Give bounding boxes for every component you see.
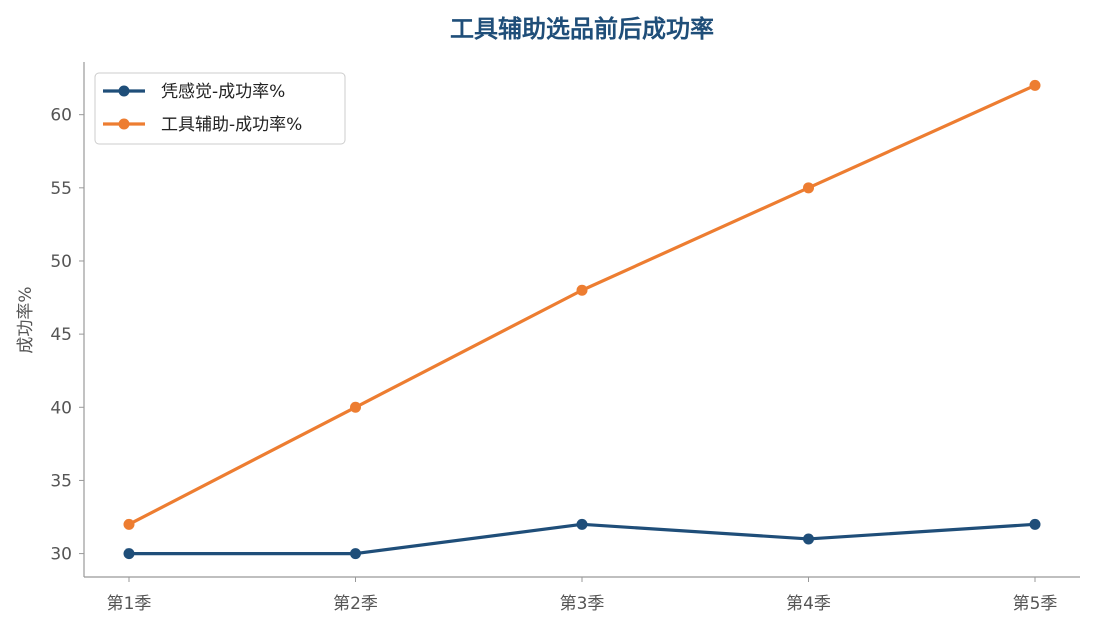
- data-point: [803, 533, 814, 545]
- data-point: [350, 401, 361, 413]
- y-axis-label: 成功率%: [16, 286, 36, 353]
- data-point: [576, 284, 588, 296]
- data-point: [1029, 79, 1041, 91]
- legend-box: [94, 72, 346, 145]
- data-point: [350, 548, 361, 560]
- y-tick-label: 40: [50, 398, 72, 418]
- x-tick-label: 第3季: [560, 594, 605, 614]
- data-point: [1029, 518, 1041, 530]
- legend-label: 凭感觉-成功率%: [161, 82, 285, 102]
- legend: 凭感觉-成功率% 工具辅助-成功率%: [94, 72, 346, 145]
- y-tick-label: 55: [50, 179, 72, 199]
- x-tick-label: 第2季: [333, 594, 378, 614]
- y-tick-label: 45: [50, 325, 72, 345]
- x-tick-label: 第1季: [107, 594, 152, 614]
- x-axis-ticks: 第1季 第2季 第3季 第4季 第5季: [107, 577, 1058, 614]
- legend-label: 工具辅助-成功率%: [161, 115, 302, 135]
- data-point: [123, 548, 135, 560]
- data-point: [803, 182, 814, 194]
- data-point: [576, 518, 588, 530]
- legend-marker: [118, 118, 130, 130]
- legend-item: 工具辅助-成功率%: [103, 115, 302, 135]
- series-1: [123, 518, 1041, 560]
- legend-marker: [118, 85, 130, 97]
- legend-item: 凭感觉-成功率%: [103, 82, 285, 102]
- x-tick-label: 第5季: [1013, 594, 1058, 614]
- x-tick-label: 第4季: [786, 594, 831, 614]
- y-tick-label: 60: [50, 106, 72, 126]
- y-tick-label: 35: [50, 471, 72, 491]
- y-tick-label: 30: [50, 545, 72, 565]
- series-line: [128, 83, 1036, 526]
- chart-title: 工具辅助选品前后成功率: [450, 15, 714, 43]
- data-point: [123, 518, 135, 530]
- series-layer: [123, 79, 1041, 560]
- y-tick-label: 50: [50, 252, 72, 272]
- y-axis-ticks: 30 35 40 45 50 55 60: [50, 106, 84, 565]
- series-2: [123, 79, 1041, 530]
